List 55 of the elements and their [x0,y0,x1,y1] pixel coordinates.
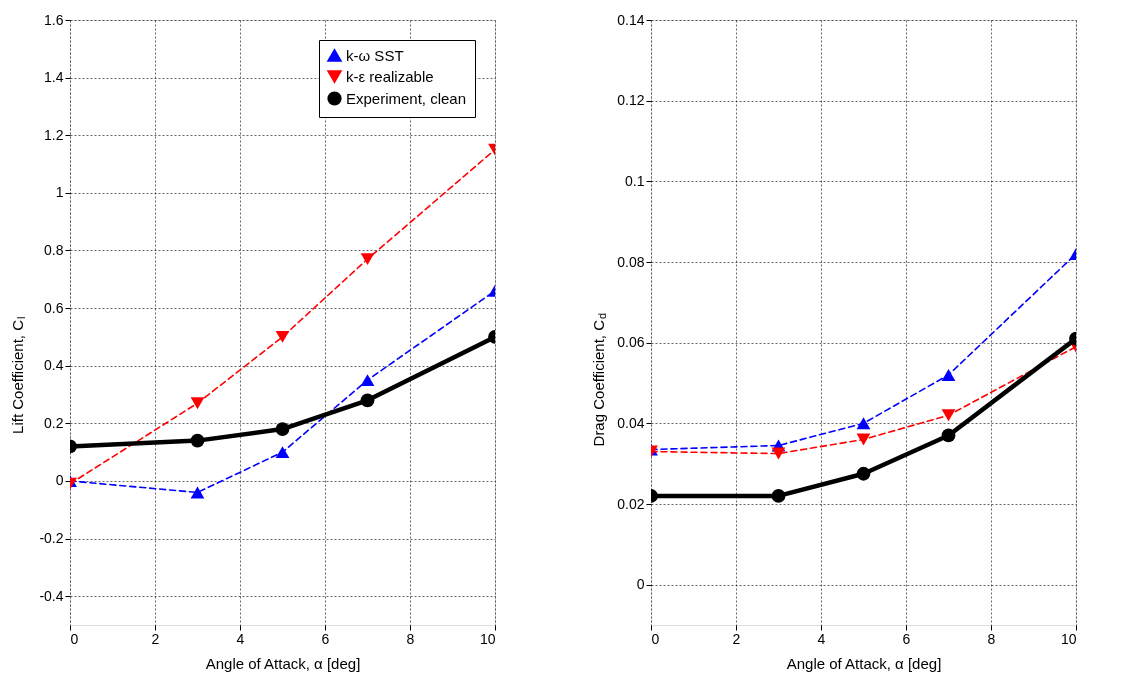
y-tick-label: 1.4 [44,69,64,86]
y-axis-title: Drag Coefficient, Cd [590,312,608,447]
legend-label: k-ω SST [346,46,404,64]
point [771,489,786,503]
y-tick-label: 1 [55,184,64,201]
point [771,447,786,460]
y-tick-label: 0.12 [617,92,645,109]
point [190,397,205,410]
x-tick-label: 2 [151,630,160,647]
y-tick-label: 0.8 [44,241,64,258]
y-tick-label: 0.08 [617,253,645,270]
y-tick-label: 0.04 [617,414,645,431]
y-tick-label: 1.6 [44,11,64,28]
x-tick-label: 4 [236,630,245,647]
y-tick-label: -0.4 [39,587,64,604]
x-tick-label: 6 [321,630,330,647]
point [275,330,290,343]
point [275,446,290,459]
x-tick-label: 2 [732,630,741,647]
y-tick-label: 0 [55,472,64,489]
point [941,368,956,381]
point [190,433,205,448]
point [941,428,956,443]
x-tick-label: 6 [902,630,911,647]
legend-label: k-ε realizable [346,67,434,85]
y-tick-label: 0.1 [625,172,645,189]
x-axis-title: Angle of Attack, α [deg] [786,654,942,672]
y-tick-label: 1.2 [44,126,64,143]
y-tick-label: 0.02 [617,495,645,512]
point [856,417,871,430]
point [360,393,375,408]
x-tick-label: 0 [651,630,660,647]
y-tick-label: 0.4 [44,357,64,374]
y-tick-label: 0.2 [44,414,64,431]
legend-label: Experiment, clean [346,89,467,107]
y-tick-label: 0 [636,576,645,593]
y-tick-label: 0.6 [44,299,64,316]
x-tick-label: 0 [70,630,79,647]
x-tick-label: 10 [479,630,496,647]
x-axis-title: Angle of Attack, α [deg] [205,654,361,672]
point [941,409,956,422]
x-tick-label: 10 [1060,630,1077,647]
point [856,433,871,446]
point [856,466,871,481]
x-tick-label: 8 [987,630,996,647]
point [360,253,375,266]
y-tick-label: 0.14 [617,11,645,28]
x-tick-label: 8 [406,630,415,647]
y-axis-title: Lift Coefficient, Cl [9,316,27,434]
y-tick-label: -0.2 [39,530,64,547]
point [360,374,375,387]
point [275,422,290,436]
point [190,486,205,499]
y-tick-label: 0.06 [617,334,645,351]
x-tick-label: 4 [817,630,826,647]
